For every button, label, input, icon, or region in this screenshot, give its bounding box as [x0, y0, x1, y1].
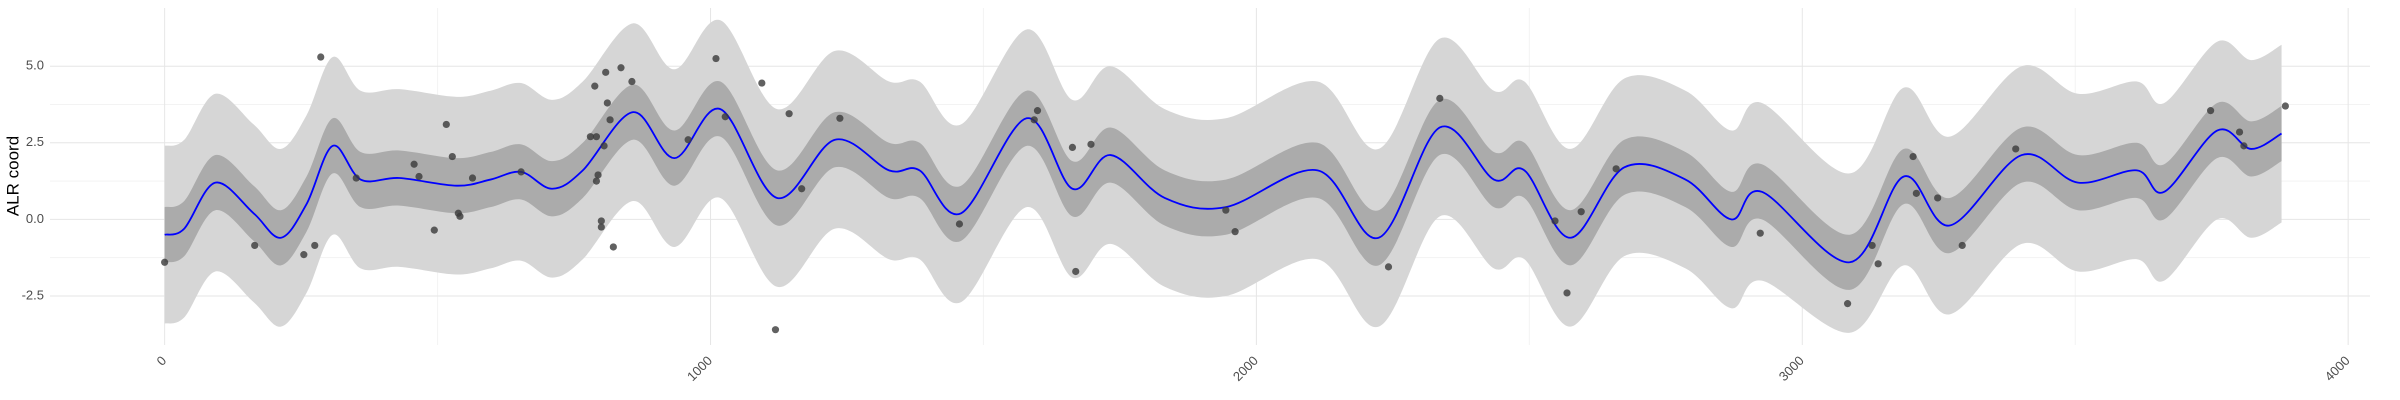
- mean-line: [164, 107, 2283, 264]
- data-point: [1068, 143, 1077, 151]
- x-tick-label: 3000: [1776, 353, 1807, 384]
- data-point: [300, 251, 308, 259]
- data-point: [352, 174, 360, 182]
- data-point: [1072, 267, 1080, 276]
- data-point: [603, 99, 611, 107]
- data-point: [628, 77, 636, 86]
- data-point: [609, 243, 617, 251]
- data-point: [592, 177, 601, 185]
- data-point: [442, 120, 450, 129]
- data-point: [517, 168, 525, 176]
- confidence-band: [164, 80, 2282, 290]
- data-point: [617, 64, 625, 72]
- data-point: [468, 174, 477, 182]
- data-point: [1756, 229, 1764, 237]
- data-point: [1912, 189, 1920, 197]
- data-point: [771, 326, 780, 334]
- data-point: [1231, 228, 1239, 236]
- data-point: [1384, 263, 1393, 271]
- y-tick-label: 2.5: [26, 134, 44, 149]
- data-point: [317, 53, 325, 61]
- data-point: [586, 133, 595, 141]
- data-point: [2240, 142, 2248, 150]
- data-point: [2281, 102, 2289, 110]
- data-point: [721, 113, 729, 121]
- data-point: [955, 220, 964, 228]
- data-point: [785, 110, 793, 118]
- data-point: [600, 142, 608, 150]
- data-point: [1436, 94, 1444, 102]
- data-point: [836, 114, 844, 122]
- y-tick-label: 5.0: [26, 58, 44, 73]
- data-point: [2207, 107, 2215, 115]
- data-point: [1563, 289, 1571, 297]
- data-point: [251, 241, 259, 250]
- data-point: [1030, 116, 1038, 124]
- x-tick-label: 4000: [2322, 353, 2353, 384]
- x-tick-label: 2000: [1230, 353, 1261, 384]
- data-point: [1874, 260, 1882, 268]
- data-point: [1222, 206, 1230, 214]
- data-point: [161, 258, 169, 266]
- confidence-band: [164, 19, 2282, 333]
- data-point: [2012, 145, 2020, 153]
- data-point: [594, 171, 602, 179]
- data-point: [430, 226, 438, 234]
- data-point: [410, 160, 418, 168]
- data-point: [1958, 241, 1966, 250]
- data-point: [1934, 194, 1942, 202]
- y-tick-label: 0.0: [26, 211, 44, 226]
- data-point: [758, 79, 766, 87]
- data-point: [2235, 128, 2244, 136]
- plot-area: [161, 19, 2289, 334]
- data-point: [311, 241, 319, 250]
- data-point: [602, 68, 610, 76]
- data-point: [1033, 107, 1042, 115]
- data-point: [592, 133, 601, 141]
- x-tick-label: 1000: [684, 353, 715, 384]
- x-tick-label: 0: [153, 353, 169, 369]
- data-point: [1577, 208, 1585, 216]
- data-point: [456, 212, 464, 220]
- data-point: [1087, 140, 1095, 148]
- data-point: [415, 172, 423, 181]
- data-point: [684, 136, 692, 144]
- data-point: [597, 223, 605, 231]
- data-point: [597, 217, 605, 225]
- y-tick-label: -2.5: [22, 287, 44, 302]
- data-point: [448, 152, 456, 161]
- data-point: [1612, 165, 1620, 173]
- data-point: [1868, 241, 1876, 250]
- data-point: [712, 54, 720, 63]
- y-axis-label: ALR coord: [3, 136, 22, 216]
- data-point: [606, 116, 614, 124]
- data-point: [1843, 300, 1852, 308]
- data-point: [798, 185, 806, 193]
- data-point: [1551, 217, 1559, 225]
- data-point: [591, 82, 599, 90]
- data-point: [1909, 152, 1917, 161]
